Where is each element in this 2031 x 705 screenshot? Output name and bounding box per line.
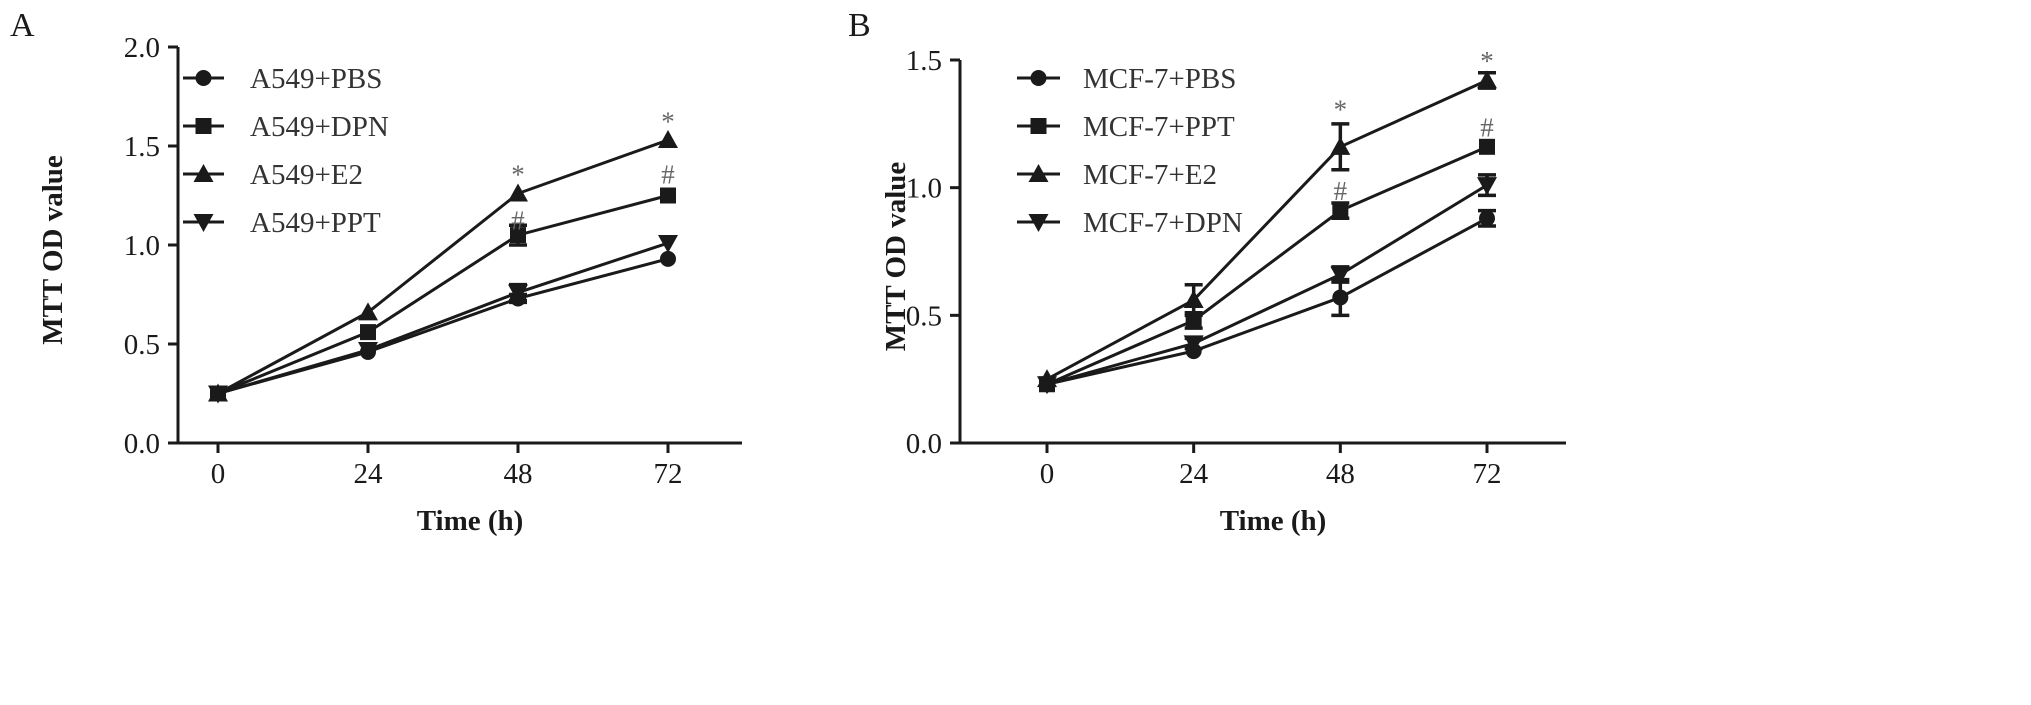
- y-axis-title: MTT OD value: [880, 162, 912, 352]
- data-point: [1332, 289, 1349, 306]
- data-point: [658, 130, 678, 149]
- legend-label: A549+PBS: [250, 63, 382, 95]
- significance-annotation: *: [1480, 46, 1494, 76]
- significance-annotation: #: [1334, 176, 1348, 206]
- y-tick-label: 0.0: [906, 428, 942, 460]
- data-point: [358, 341, 378, 360]
- data-point: [1477, 70, 1497, 89]
- data-point: [208, 385, 228, 404]
- legend-item: A549+E2: [183, 159, 363, 191]
- y-tick-label: 0.5: [906, 300, 942, 332]
- data-point: [1479, 210, 1495, 227]
- x-tick-label: 24: [1179, 458, 1209, 490]
- legend-item: MCF-7+DPN: [1017, 207, 1243, 239]
- legend-marker: [193, 164, 214, 182]
- data-point: [660, 187, 676, 204]
- panel-b: B 0.0 0.5 1.0 1.5 0 24 48 72 Time (h) MTT OD value…: [848, 7, 1566, 537]
- series-line: [1046, 183, 1488, 386]
- legend-marker: [1028, 164, 1049, 182]
- y-tick-label: 1.0: [124, 230, 160, 262]
- data-point: [508, 183, 528, 202]
- series-triangle: [1037, 70, 1497, 388]
- legend-label: MCF-7+PPT: [1083, 111, 1235, 143]
- x-tick-label: 48: [1326, 458, 1355, 490]
- x-tick-label: 24: [354, 458, 384, 490]
- legend-marker: [195, 118, 212, 134]
- series-triangle-down: [1037, 173, 1497, 395]
- series-line: [217, 138, 669, 395]
- legend-marker: [1030, 118, 1047, 134]
- significance-annotation: #: [511, 205, 525, 235]
- significance-annotation: *: [511, 160, 525, 190]
- legend-item: A549+PPT: [183, 207, 381, 239]
- data-point: [658, 235, 678, 254]
- y-tick-label: 1.5: [906, 45, 942, 77]
- y-axis-title: MTT OD value: [37, 155, 69, 345]
- series-square: [1039, 138, 1495, 393]
- legend-marker: [193, 214, 214, 232]
- series-circle: [210, 250, 676, 402]
- legend-item: A549+DPN: [183, 111, 389, 143]
- data-point: [1183, 335, 1204, 354]
- series-line: [1046, 216, 1488, 386]
- data-point: [510, 227, 526, 244]
- y-tick-label: 1.5: [124, 131, 160, 163]
- data-point: [1479, 138, 1495, 155]
- legend-label: A549+E2: [250, 159, 363, 191]
- legend-label: MCF-7+E2: [1083, 159, 1217, 191]
- data-point: [1037, 376, 1057, 395]
- legend-marker: [1030, 70, 1047, 86]
- significance-annotation: *: [1334, 95, 1348, 125]
- y-tick-label: 0.0: [124, 428, 160, 460]
- legend-label: A549+PPT: [250, 207, 381, 239]
- legend-item: MCF-7+E2: [1017, 159, 1217, 191]
- panel-label: A: [10, 7, 35, 44]
- significance-annotation: *: [661, 106, 675, 136]
- significance-annotation: #: [661, 160, 675, 190]
- data-point: [358, 302, 378, 321]
- data-point: [1330, 266, 1351, 285]
- data-point: [1332, 202, 1349, 219]
- x-tick-label: 72: [1473, 458, 1502, 490]
- series-line: [217, 194, 669, 395]
- series-triangle: [208, 130, 678, 402]
- x-tick-label: 0: [211, 458, 226, 490]
- data-point: [1477, 177, 1497, 196]
- legend-item: A549+PBS: [183, 63, 382, 95]
- legend-item: MCF-7+PBS: [1017, 63, 1236, 95]
- legend-label: A549+DPN: [250, 111, 389, 143]
- series-line: [1046, 145, 1488, 386]
- legend-label: MCF-7+PBS: [1083, 63, 1236, 95]
- data-point: [508, 284, 528, 303]
- x-axis-title: Time (h): [1220, 505, 1327, 537]
- series-line: [1046, 79, 1488, 381]
- y-tick-label: 2.0: [124, 32, 160, 64]
- x-tick-label: 0: [1040, 458, 1055, 490]
- x-tick-label: 72: [654, 458, 683, 490]
- data-point: [1183, 290, 1204, 309]
- legend-marker: [195, 70, 212, 86]
- significance-annotation: #: [1480, 112, 1494, 142]
- series-triangle-down: [208, 235, 678, 404]
- x-tick-label: 48: [504, 458, 533, 490]
- panel-label: B: [848, 7, 871, 44]
- legend-label: MCF-7+DPN: [1083, 207, 1243, 239]
- legend-item: MCF-7+PPT: [1017, 111, 1235, 143]
- data-point: [360, 324, 376, 341]
- panel-a: A 0.0 0.5 1.0 1.5 2.0 0 24 48 72 Time (h) MTT OD va…: [10, 7, 742, 537]
- legend-marker: [1028, 214, 1049, 232]
- series-line: [217, 241, 669, 395]
- data-point: [1330, 136, 1351, 155]
- y-tick-label: 0.5: [124, 329, 160, 361]
- data-point: [660, 250, 676, 267]
- y-tick-label: 1.0: [906, 173, 942, 205]
- x-axis-title: Time (h): [417, 505, 524, 537]
